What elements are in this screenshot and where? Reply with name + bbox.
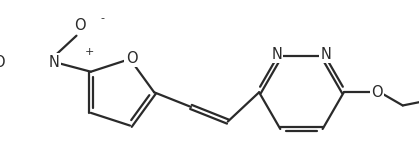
Text: N: N [321, 47, 332, 62]
Text: O: O [74, 18, 86, 33]
Text: O: O [126, 51, 137, 66]
Text: O: O [0, 55, 5, 70]
Text: -: - [100, 13, 104, 23]
Text: O: O [371, 85, 383, 100]
Text: N: N [271, 47, 282, 62]
Text: +: + [85, 47, 94, 57]
Text: N: N [49, 55, 60, 70]
